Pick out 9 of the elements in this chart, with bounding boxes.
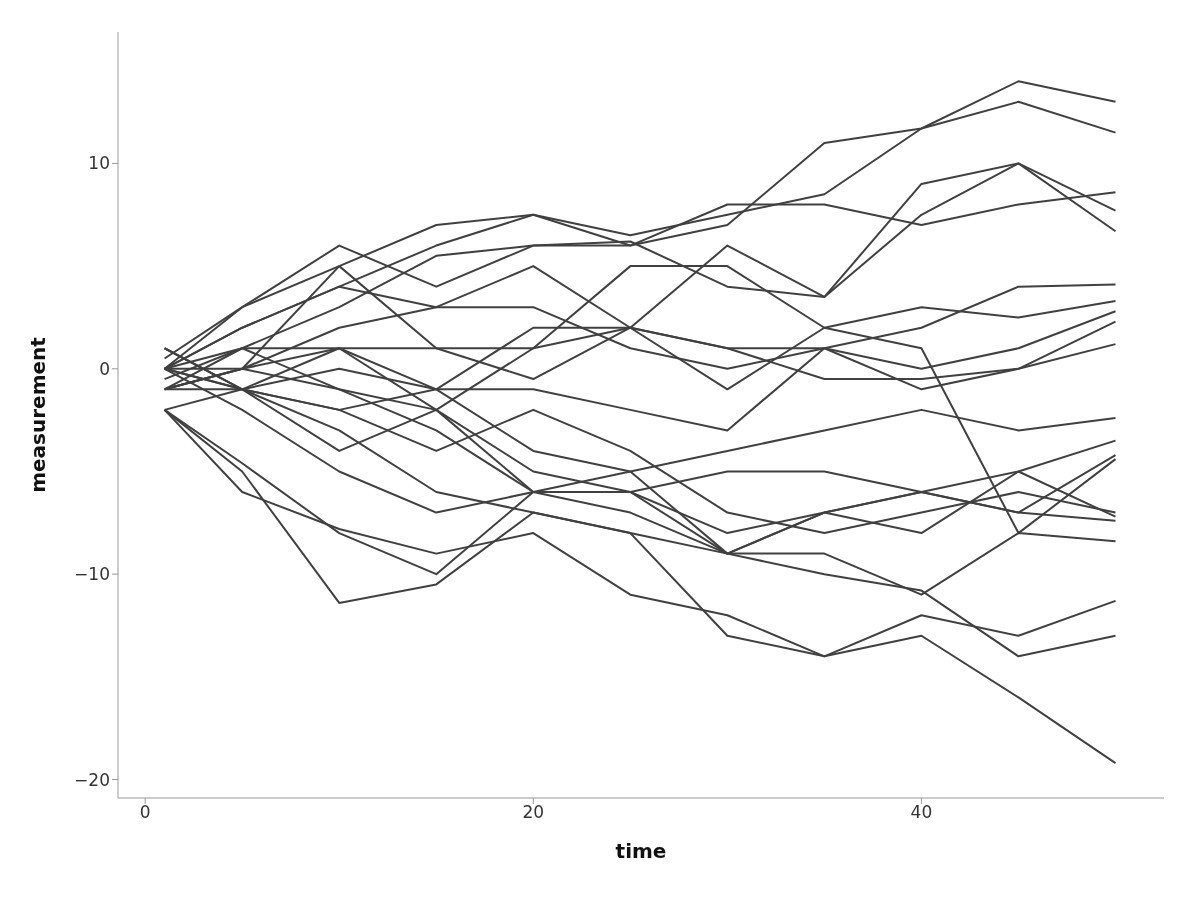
x-tick-label: 0 bbox=[139, 802, 151, 823]
x-tick-label: 20 bbox=[522, 802, 545, 823]
x-tick-label: 40 bbox=[910, 802, 933, 823]
y-tick-label: 10 bbox=[88, 153, 110, 174]
y-tick-label: −10 bbox=[74, 564, 110, 585]
y-tick-label: 0 bbox=[99, 358, 110, 379]
y-axis-title: measurement bbox=[26, 336, 51, 493]
y-tick-label: −20 bbox=[74, 769, 110, 790]
x-axis-title: time bbox=[615, 839, 667, 863]
